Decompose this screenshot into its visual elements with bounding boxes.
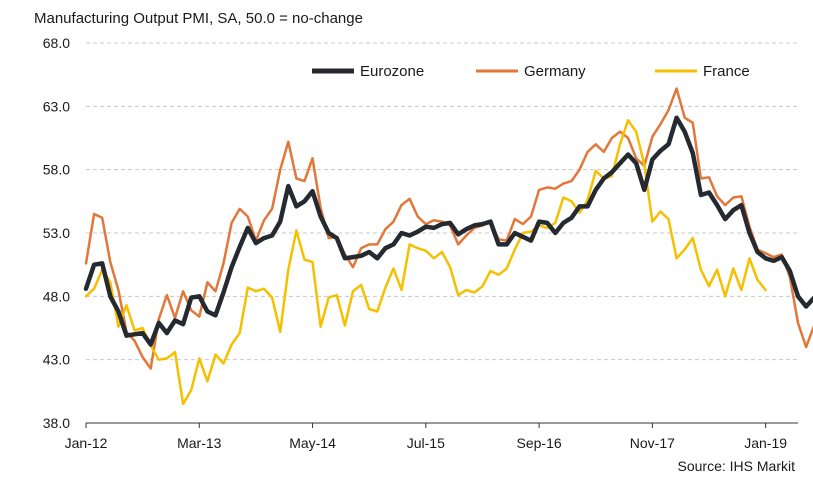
series-line-germany	[84, 87, 813, 370]
x-tick-label: Jan-12	[65, 435, 108, 451]
y-tick-label: 43.0	[43, 352, 70, 368]
legend: Eurozone Germany France	[312, 63, 750, 80]
gridlines	[86, 42, 798, 424]
y-tick-label: 63.0	[43, 98, 70, 114]
series-line-france	[84, 119, 767, 406]
x-tick-label: Mar-13	[177, 435, 222, 451]
x-axis-tick-labels: Jan-12 Mar-13 May-14 Jul-15 Sep-16 Nov-17 Jan-…	[65, 423, 787, 451]
x-tick-label: Sep-16	[517, 435, 562, 451]
y-tick-label: 53.0	[43, 225, 70, 241]
source-note: Source: IHS Markit	[677, 458, 795, 474]
y-axis-tick-labels: 38.0 43.0 48.0 53.0 58.0 63.0 68.0	[43, 35, 70, 431]
series-line-eurozone	[83, 115, 813, 347]
series-lines	[83, 87, 813, 406]
y-tick-label: 48.0	[43, 288, 70, 304]
y-tick-label: 38.0	[43, 415, 70, 431]
y-tick-label: 58.0	[43, 162, 70, 178]
legend-label-eurozone: Eurozone	[360, 63, 424, 80]
x-tick-label: May-14	[289, 435, 336, 451]
legend-label-france: France	[703, 63, 750, 80]
legend-label-germany: Germany	[524, 63, 586, 80]
chart-title: Manufacturing Output PMI, SA, 50.0 = no-…	[34, 10, 363, 27]
y-tick-label: 68.0	[43, 35, 70, 51]
x-tick-label: Nov-17	[630, 435, 675, 451]
x-tick-label: Jan-19	[744, 435, 787, 451]
x-tick-label: Jul-15	[407, 435, 445, 451]
